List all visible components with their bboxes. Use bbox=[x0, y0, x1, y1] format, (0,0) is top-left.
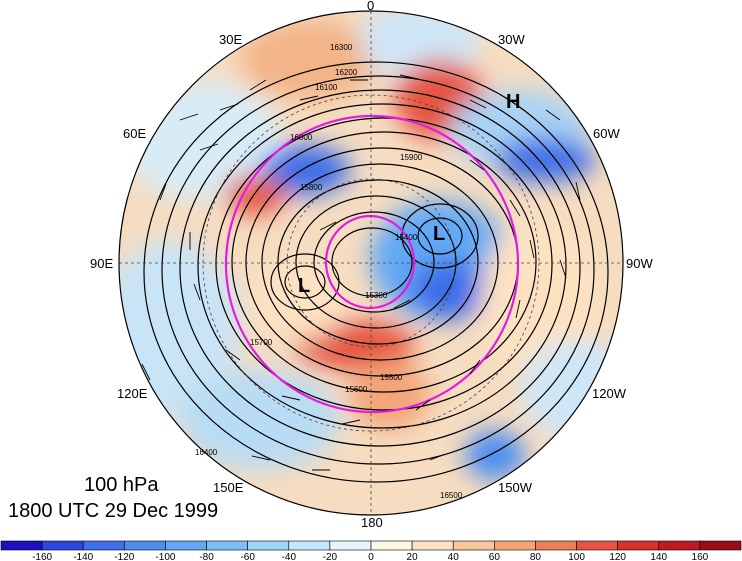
anomaly-shading bbox=[119, 11, 623, 515]
high-center-label: H bbox=[506, 91, 520, 113]
contour-label: 15900 bbox=[400, 153, 423, 162]
colorbar-tick-label: 80 bbox=[530, 552, 542, 561]
low-center-label: L bbox=[433, 223, 445, 245]
colorbar-box bbox=[370, 540, 413, 551]
colorbar-box bbox=[658, 540, 701, 551]
contour-label: 15800 bbox=[300, 183, 323, 192]
colorbar-box bbox=[535, 540, 577, 551]
colorbar-box bbox=[452, 540, 495, 551]
longitude-label-90w: 90W bbox=[626, 256, 653, 271]
low-center-label: L bbox=[298, 275, 310, 297]
contour-label: 15600 bbox=[345, 385, 368, 394]
longitude-label-60w: 60W bbox=[593, 126, 620, 141]
longitude-label-120w: 120W bbox=[592, 386, 627, 401]
contour-label: 15300 bbox=[365, 291, 388, 300]
contour-label: 15700 bbox=[250, 338, 273, 347]
colorbar-tick-label: -100 bbox=[155, 552, 175, 561]
colorbar-tick-label: -60 bbox=[240, 552, 255, 561]
colorbar-box bbox=[699, 540, 742, 551]
colorbar-tick-label: -140 bbox=[73, 552, 93, 561]
contour-label: 16500 bbox=[440, 491, 463, 500]
colorbar-box bbox=[41, 540, 84, 551]
colorbar-tick-label: 0 bbox=[368, 552, 374, 561]
colorbar-tick-label: 20 bbox=[407, 552, 419, 561]
colorbar-box bbox=[124, 540, 166, 551]
colorbar-tick-label: 140 bbox=[650, 552, 667, 561]
contour-label: 16400 bbox=[195, 448, 218, 457]
colorbar-tick-label: -160 bbox=[32, 552, 52, 561]
longitude-label-150e: 150E bbox=[213, 480, 244, 495]
colorbar: -160 -140 -120 -100 -80 -60 -40 -20 0 20 40 60 80 100… bbox=[0, 540, 742, 561]
longitude-label-120e: 120E bbox=[117, 386, 148, 401]
contour-label: 15400 bbox=[395, 233, 418, 242]
longitude-label-0: 0 bbox=[367, 0, 374, 13]
colorbar-box bbox=[206, 540, 248, 551]
colorbar-tick-label: -40 bbox=[282, 552, 297, 561]
colorbar-tick-label: -20 bbox=[323, 552, 338, 561]
colorbar-box bbox=[329, 540, 372, 551]
colorbar-box bbox=[494, 540, 536, 551]
polar-map: 16300 16200 16100 16000 15900 15800 1570… bbox=[90, 0, 653, 530]
colorbar-box bbox=[576, 540, 618, 551]
longitude-label-30w: 30W bbox=[498, 32, 525, 47]
contour-label: 15500 bbox=[380, 373, 403, 382]
longitude-label-180: 180 bbox=[361, 515, 383, 530]
contour-label: 16200 bbox=[335, 68, 358, 77]
longitude-label-150w: 150W bbox=[498, 480, 533, 495]
map-boundary bbox=[118, 10, 624, 516]
longitude-label-30e: 30E bbox=[219, 32, 242, 47]
colorbar-tick-label: -80 bbox=[199, 552, 214, 561]
wind-barbs bbox=[141, 74, 581, 471]
pressure-level-title: 100 hPa bbox=[84, 474, 159, 496]
colorbar-tick-label: -120 bbox=[114, 552, 134, 561]
colorbar-box bbox=[247, 540, 290, 551]
colorbar-boxes bbox=[0, 540, 742, 551]
colorbar-box bbox=[0, 540, 43, 551]
longitude-label-60e: 60E bbox=[123, 126, 146, 141]
colorbar-tick-labels: -160 -140 -120 -100 -80 -60 -40 -20 0 20 40 60 80 100… bbox=[32, 552, 709, 561]
height-contours bbox=[143, 61, 609, 483]
colorbar-tick-label: 160 bbox=[692, 552, 709, 561]
colorbar-box bbox=[411, 540, 454, 551]
valid-time-title: 1800 UTC 29 Dec 1999 bbox=[8, 500, 219, 522]
colorbar-box bbox=[82, 540, 125, 551]
colorbar-tick-label: 100 bbox=[568, 552, 585, 561]
colorbar-tick-label: 60 bbox=[489, 552, 501, 561]
longitude-label-90e: 90E bbox=[90, 256, 113, 271]
contour-label: 16000 bbox=[290, 133, 313, 142]
colorbar-box bbox=[617, 540, 660, 551]
colorbar-tick-label: 40 bbox=[448, 552, 460, 561]
colorbar-tick-label: 120 bbox=[609, 552, 626, 561]
colorbar-box bbox=[288, 540, 331, 551]
contour-label: 16300 bbox=[330, 43, 353, 52]
reference-circles bbox=[224, 114, 520, 414]
contour-label: 16100 bbox=[315, 83, 338, 92]
colorbar-box bbox=[165, 540, 207, 551]
graticule bbox=[119, 11, 623, 515]
